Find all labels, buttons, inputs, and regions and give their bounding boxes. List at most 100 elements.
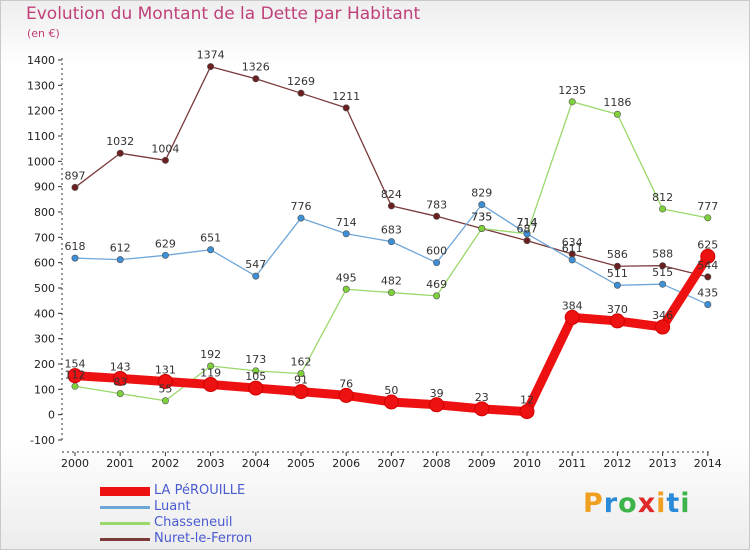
y-tick-label: 200 <box>34 358 55 371</box>
x-tick-label: 2013 <box>649 457 677 470</box>
data-point <box>387 238 395 246</box>
axes: -100 0 100 200 300 400 500 600 700 800 900 1000 1100… <box>27 54 722 470</box>
data-point <box>252 75 260 83</box>
data-label: 76 <box>339 377 353 390</box>
data-label: 735 <box>471 210 492 223</box>
logo-letter: t <box>666 488 681 519</box>
data-label: 634 <box>562 236 583 249</box>
data-point <box>704 300 712 308</box>
data-label: 714 <box>517 216 538 229</box>
data-point <box>433 292 441 300</box>
data-point <box>655 319 671 335</box>
data-point <box>568 98 576 106</box>
data-label: 1374 <box>197 49 225 62</box>
data-point <box>433 259 441 267</box>
data-point <box>523 230 531 238</box>
data-label: 515 <box>652 266 673 279</box>
data-point <box>161 156 169 164</box>
data-label: 192 <box>200 348 221 361</box>
logo-letter: r <box>603 488 619 519</box>
legend-swatch <box>100 538 150 541</box>
data-label: 143 <box>110 360 131 373</box>
data-label: 370 <box>607 303 628 316</box>
data-point <box>474 401 490 417</box>
data-point <box>297 370 305 378</box>
data-point <box>659 205 667 213</box>
data-label: 812 <box>652 191 673 204</box>
data-label: 625 <box>697 238 718 251</box>
data-point <box>252 272 260 280</box>
data-point <box>207 63 215 71</box>
legend-label: Chasseneuil <box>154 515 233 530</box>
data-label: 586 <box>607 248 628 261</box>
data-point <box>704 273 712 281</box>
data-label: 544 <box>697 259 718 272</box>
data-point <box>342 285 350 293</box>
y-tick-label: 1200 <box>27 105 55 118</box>
data-label: 629 <box>155 237 176 250</box>
y-tick-label: 600 <box>34 257 55 270</box>
data-point <box>297 214 305 222</box>
data-label: 714 <box>336 216 357 229</box>
data-point <box>71 382 79 390</box>
data-label: 783 <box>426 198 447 211</box>
data-point <box>252 367 260 375</box>
y-tick-label: 1300 <box>27 79 55 92</box>
data-point <box>248 380 264 396</box>
x-tick-label: 2000 <box>61 457 89 470</box>
data-label: 897 <box>65 169 86 182</box>
legend-swatch <box>100 487 150 496</box>
y-tick-label: 800 <box>34 206 55 219</box>
data-label: 547 <box>245 258 266 271</box>
data-label: 511 <box>607 267 628 280</box>
data-label: 618 <box>65 240 86 253</box>
logo-letter: o <box>618 488 638 519</box>
data-label: 1326 <box>242 61 270 74</box>
x-tick-label: 2001 <box>106 457 134 470</box>
data-point <box>116 390 124 398</box>
y-tick-label: 100 <box>34 383 55 396</box>
data-label: 714 <box>517 216 538 229</box>
x-tick-label: 2008 <box>423 457 451 470</box>
data-label: 131 <box>155 363 176 376</box>
data-label: 600 <box>426 245 447 258</box>
data-label: 119 <box>200 367 221 380</box>
x-tick-label: 2003 <box>197 457 225 470</box>
x-tick-label: 2004 <box>242 457 270 470</box>
data-point <box>433 212 441 220</box>
data-point <box>568 256 576 264</box>
data-label: 162 <box>291 356 312 369</box>
data-point <box>203 377 219 393</box>
x-tick-label: 2011 <box>558 457 586 470</box>
data-point <box>429 397 445 413</box>
data-label: 735 <box>471 210 492 223</box>
data-point <box>71 183 79 191</box>
x-tick-label: 2012 <box>603 457 631 470</box>
data-point <box>564 309 580 325</box>
data-label: 12 <box>520 394 534 407</box>
data-label: 824 <box>381 188 402 201</box>
data-point <box>478 224 486 232</box>
data-label: 1004 <box>151 142 179 155</box>
data-point <box>700 248 716 264</box>
data-label: 687 <box>517 223 538 236</box>
data-label: 776 <box>291 200 312 213</box>
data-label: 1186 <box>603 96 631 109</box>
data-label: 105 <box>245 370 266 383</box>
data-label: 384 <box>562 299 583 312</box>
data-point <box>161 397 169 405</box>
x-tick-label: 2014 <box>694 457 722 470</box>
y-tick-label: -100 <box>30 434 55 447</box>
legend-label: Nuret-le-Ferron <box>154 531 253 546</box>
y-tick-label: 900 <box>34 181 55 194</box>
data-point <box>157 373 173 389</box>
logo-letter: i <box>680 488 691 519</box>
data-point <box>387 289 395 297</box>
x-tick-label: 2005 <box>287 457 315 470</box>
data-point <box>207 246 215 254</box>
unit-label: (en €) <box>27 27 60 40</box>
data-point <box>478 201 486 209</box>
data-point <box>383 394 399 410</box>
data-point <box>297 89 305 97</box>
